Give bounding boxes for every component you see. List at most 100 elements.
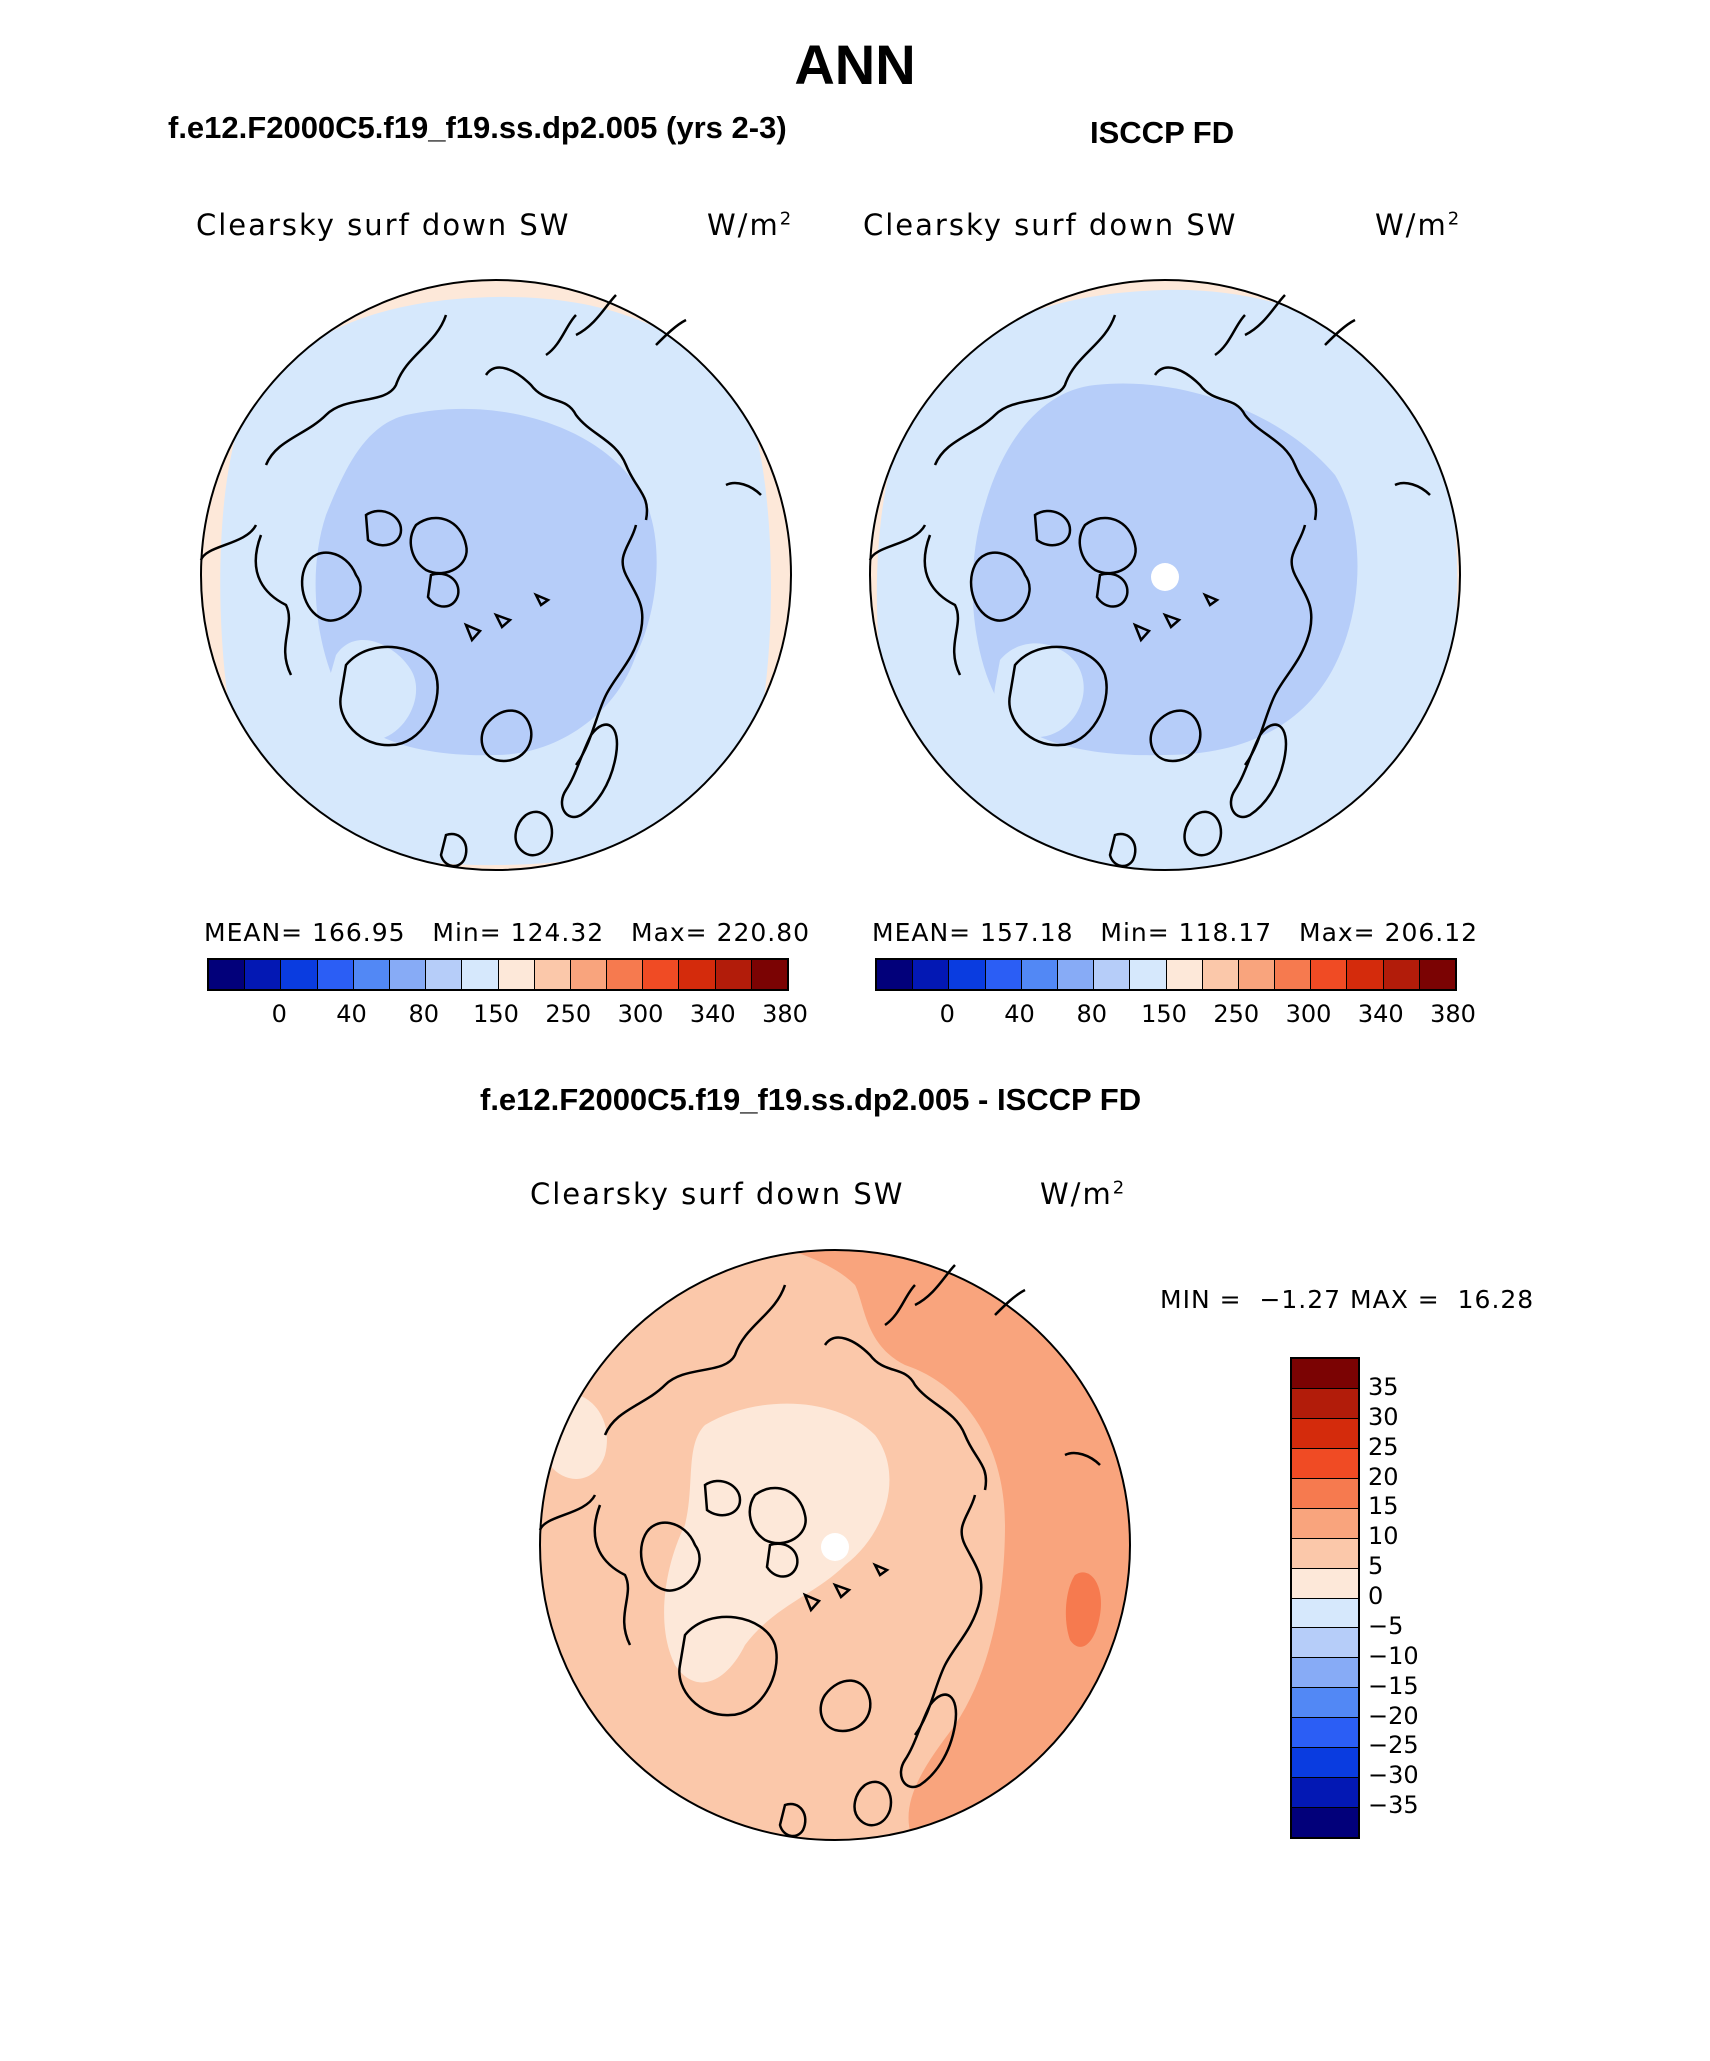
panel-3-coastlines	[538, 1264, 1101, 1838]
colorbar-swatch	[679, 960, 716, 989]
colorbar-swatch	[1292, 1478, 1358, 1509]
panel-2-pole-missing	[1151, 563, 1179, 591]
panel-3-title: f.e12.F2000C5.f19_f19.ss.dp2.005 - ISCCP…	[480, 1082, 1142, 1117]
panel-3-colorbar	[1290, 1357, 1360, 1839]
panel-3-tick: −30	[1368, 1761, 1419, 1790]
colorbar-swatch	[1166, 960, 1203, 989]
colorbar-swatch	[643, 960, 680, 989]
panel-1-variable: Clearsky surf down SW	[196, 208, 571, 242]
panel-3-tick: 5	[1368, 1552, 1384, 1581]
panel-1-tick: 380	[762, 1000, 808, 1028]
panel-3-tick: 25	[1368, 1432, 1399, 1461]
colorbar-swatch	[1292, 1508, 1358, 1539]
colorbar-swatch	[353, 960, 390, 989]
panel-2-map-border	[869, 279, 1461, 871]
panel-3-variable: Clearsky surf down SW	[530, 1177, 905, 1211]
colorbar-swatch	[1311, 960, 1348, 989]
panel-2-tick: 150	[1141, 1000, 1187, 1028]
colorbar-swatch	[498, 960, 535, 989]
colorbar-swatch	[1292, 1598, 1358, 1629]
colorbar-swatch	[570, 960, 608, 989]
colorbar-swatch	[534, 960, 571, 989]
colorbar-swatch	[1292, 1658, 1358, 1689]
colorbar-swatch	[281, 960, 318, 989]
colorbar-swatch	[1021, 960, 1058, 989]
colorbar-swatch	[1292, 1448, 1358, 1479]
colorbar-swatch	[1292, 1718, 1358, 1749]
colorbar-swatch	[607, 960, 644, 989]
page-title: ANN	[794, 33, 916, 96]
colorbar-swatch	[1292, 1778, 1358, 1809]
colorbar-swatch	[913, 960, 950, 989]
colorbar-swatch	[1292, 1628, 1358, 1659]
colorbar-swatch	[209, 960, 246, 989]
panel-3-tick: 35	[1368, 1372, 1399, 1401]
panel-2-variable: Clearsky surf down SW	[863, 208, 1238, 242]
panel-3-eurasia-fill	[775, 1250, 1130, 1840]
panel-3-tick: −20	[1368, 1701, 1419, 1730]
colorbar-swatch	[1292, 1359, 1358, 1389]
panel-2-tick: 80	[1076, 1000, 1108, 1028]
panel-2-colorbar	[875, 958, 1457, 991]
panel-1-map	[199, 279, 792, 871]
colorbar-swatch	[985, 960, 1022, 989]
panel-2-tick: 40	[1004, 1000, 1035, 1028]
panel-3-colorbar-labels: 35 30 25 20 15 10 5 0 −5 −10 −15 −20 −25…	[1368, 1357, 1488, 1835]
panel-1-colorbar	[207, 958, 789, 991]
colorbar-swatch	[1292, 1748, 1358, 1779]
panel-3-map	[538, 1249, 1131, 1841]
panel-3-tick: −15	[1368, 1671, 1419, 1700]
colorbar-swatch	[1202, 960, 1239, 989]
panel-3-max: 16.28	[1457, 1285, 1535, 1314]
colorbar-swatch	[1383, 960, 1420, 989]
colorbar-swatch	[877, 960, 914, 989]
colorbar-swatch	[949, 960, 986, 989]
panel-1-colorbar-labels: 0 40 80 150 250 300 340 380	[207, 1000, 808, 1030]
panel-3-min: −1.27	[1259, 1285, 1342, 1314]
panel-2-greenland-fill	[994, 643, 1084, 737]
colorbar-swatch	[462, 960, 499, 989]
colorbar-swatch	[1292, 1418, 1358, 1449]
panel-2-colorbar-labels: 0 40 80 150 250 300 340 380	[875, 1000, 1476, 1030]
panel-3-siberia-hotspot	[1065, 1572, 1101, 1647]
panel-3-tick: −35	[1368, 1791, 1419, 1820]
panel-3-tick: 15	[1368, 1492, 1399, 1521]
panel-2-tick: 380	[1430, 1000, 1476, 1028]
colorbar-swatch	[1130, 960, 1167, 989]
panel-1-units: W/m2	[707, 208, 794, 242]
panel-1-tick: 250	[545, 1000, 592, 1028]
colorbar-swatch	[1057, 960, 1095, 989]
colorbar-swatch	[1292, 1568, 1358, 1599]
panel-2-min: 118.17	[1178, 918, 1273, 947]
panel-2-tick: 0	[939, 1000, 955, 1028]
panel-1-title: f.e12.F2000C5.f19_f19.ss.dp2.005 (yrs 2-…	[168, 110, 787, 145]
panel-3-tick: −5	[1368, 1611, 1404, 1640]
colorbar-swatch	[1094, 960, 1131, 989]
panel-2-tick: 250	[1213, 1000, 1260, 1028]
panel-3-tick: 10	[1368, 1522, 1399, 1551]
panel-2-map	[868, 279, 1461, 871]
panel-2-title: ISCCP FD	[1090, 115, 1235, 150]
panel-3-pole-missing	[821, 1533, 849, 1561]
panel-2-coastlines	[868, 294, 1431, 868]
panel-2-mean: 157.18	[980, 918, 1074, 947]
panel-1-min: 124.32	[510, 918, 605, 947]
panel-1-map-border	[200, 279, 792, 871]
colorbar-swatch	[389, 960, 427, 989]
colorbar-swatch	[1238, 960, 1276, 989]
colorbar-swatch	[317, 960, 354, 989]
panel-2-tick: 340	[1357, 1000, 1404, 1028]
panel-3-tick: 0	[1368, 1582, 1384, 1610]
colorbar-swatch	[245, 960, 282, 989]
colorbar-swatch	[1292, 1808, 1358, 1837]
panel-1-max: 220.80	[716, 918, 811, 947]
colorbar-swatch	[1419, 960, 1455, 989]
panel-3-tick: −10	[1368, 1641, 1419, 1670]
panel-1-tick: 0	[271, 1000, 287, 1028]
panel-2-tick: 300	[1285, 1000, 1332, 1028]
panel-1-tick: 40	[336, 1000, 367, 1028]
panel-1-tick: 80	[408, 1000, 440, 1028]
panel-1-tick: 340	[689, 1000, 736, 1028]
colorbar-swatch	[715, 960, 752, 989]
panel-3-map-border	[539, 1249, 1131, 1841]
